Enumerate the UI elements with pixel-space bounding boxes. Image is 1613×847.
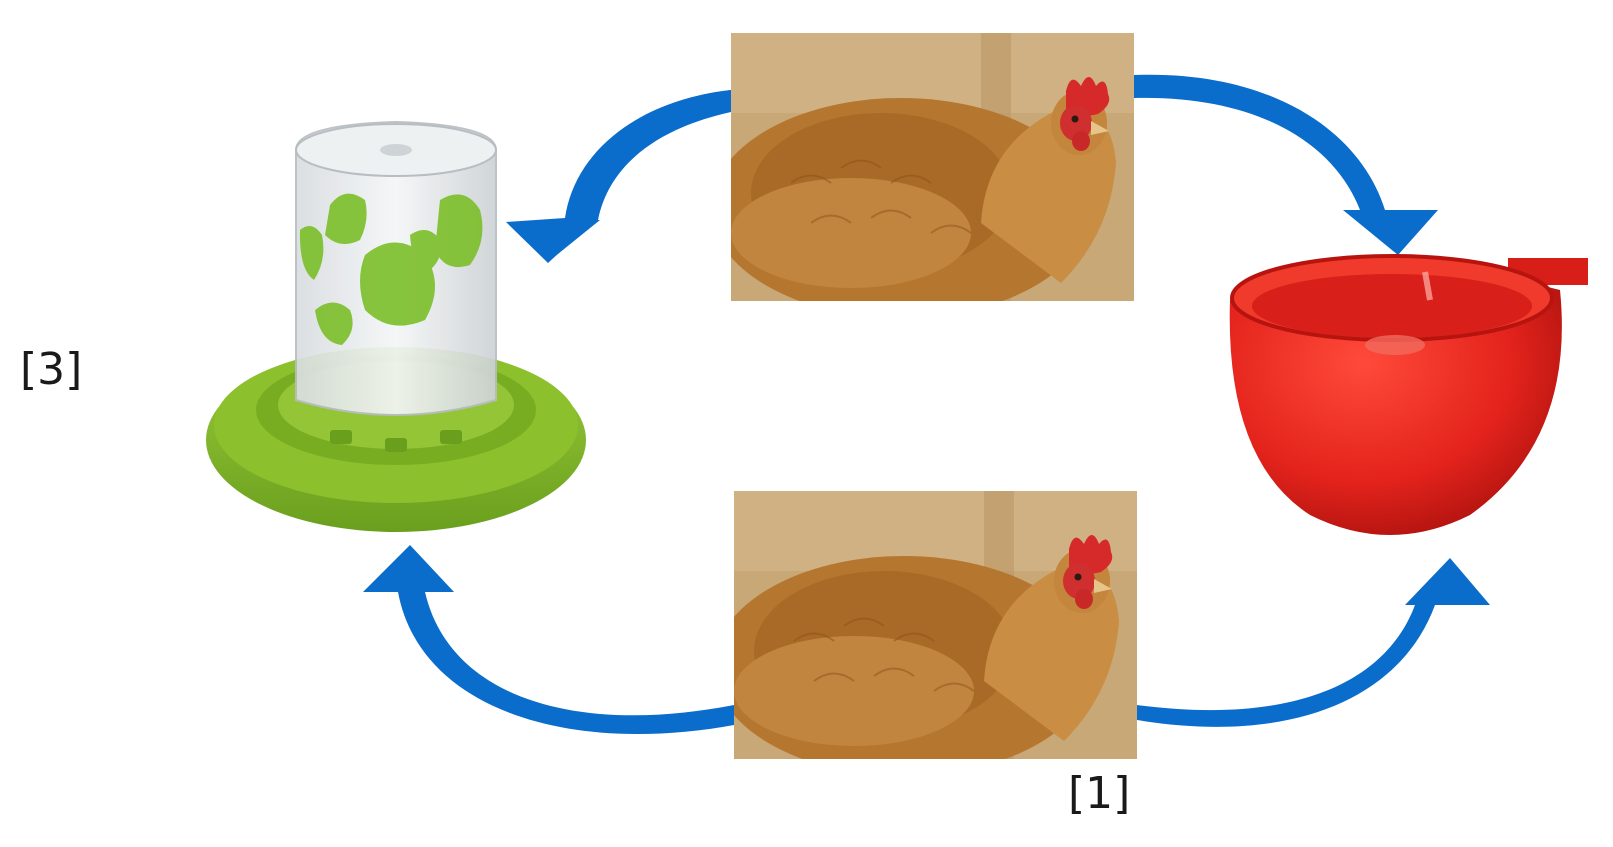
reference-label-1: [1]: [1068, 768, 1131, 819]
hen-photo-bottom: [734, 491, 1137, 759]
hen-photo-top: [731, 33, 1134, 301]
green-jar-feeder-image: [206, 120, 586, 532]
red-drinker-bowl-image: [1229, 254, 1588, 535]
arrow-top-left: [506, 90, 731, 263]
reference-label-3: [3]: [20, 344, 83, 395]
arrow-top-right: [1134, 74, 1438, 255]
arrow-bottom-left: [363, 545, 734, 735]
arrow-bottom-right: [1137, 558, 1490, 727]
